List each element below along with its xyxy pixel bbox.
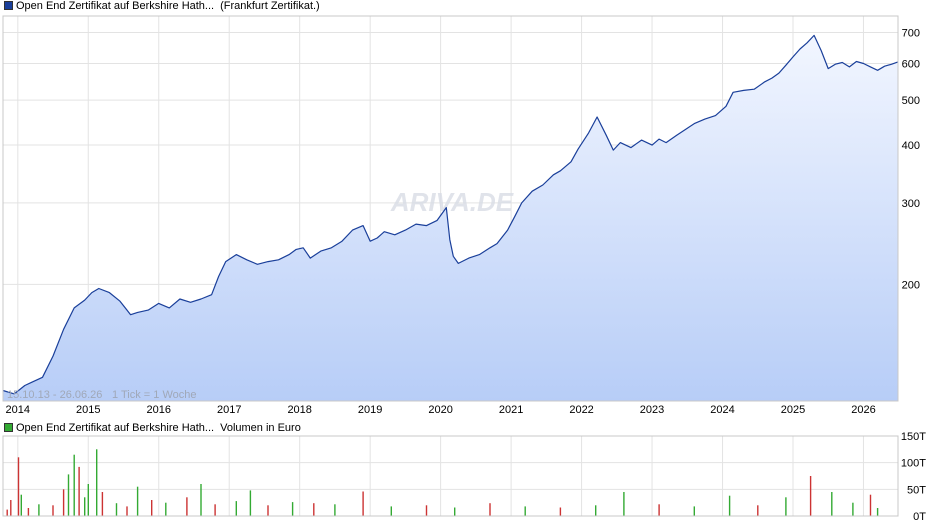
- volume-bar: [876, 508, 879, 516]
- volume-bar: [17, 457, 20, 516]
- x-tick-label: 2021: [499, 404, 523, 416]
- volume-bar: [291, 502, 294, 516]
- price-frame: [2, 15, 899, 402]
- volume-bar: [52, 505, 54, 516]
- volume-y-axis: 0T 50T 100T 150T: [901, 431, 926, 523]
- volume-bar: [84, 497, 86, 516]
- volume-bar: [96, 449, 98, 516]
- volume-bar: [693, 506, 695, 516]
- volume-bar: [78, 466, 80, 516]
- y-tick-label: 600: [902, 59, 920, 71]
- x-tick-label: 2023: [640, 404, 664, 416]
- volume-bar: [425, 505, 428, 516]
- volume-bar: [390, 506, 392, 516]
- volume-bar: [200, 484, 202, 516]
- x-tick-label: 2016: [147, 404, 171, 416]
- volume-bar: [27, 508, 30, 516]
- x-tick-label: 2022: [569, 404, 593, 416]
- volume-bar: [728, 495, 731, 516]
- price-area-fill: [3, 35, 898, 402]
- volume-bar: [101, 492, 104, 516]
- price-plot-border: [2, 15, 899, 402]
- volume-legend-name: Open End Zertifikat auf Berkshire Hath..…: [16, 422, 215, 434]
- y-tick-label: 500: [902, 95, 920, 107]
- y-tick-label: 300: [902, 198, 920, 210]
- x-tick-label: 2024: [710, 404, 734, 416]
- volume-bar: [67, 474, 70, 516]
- volume-bar: [151, 500, 153, 516]
- range-note: 15.10.13 - 26.06.26: [7, 389, 102, 401]
- price-x-axis: 2014 2015 2016 2017 2018 2019 2020 2021 2022 2023…: [6, 404, 876, 416]
- x-tick-label: 2026: [851, 404, 875, 416]
- volume-bar: [136, 486, 139, 516]
- tick-note: 1 Tick = 1 Woche: [112, 389, 196, 401]
- volume-bar: [249, 490, 252, 516]
- price-line: [2, 34, 899, 395]
- x-tick-label: 2018: [287, 404, 311, 416]
- price-legend: Open End Zertifikat auf Berkshire Hath..…: [4, 0, 326, 13]
- volume-bar: [126, 506, 128, 516]
- volume-bar: [757, 505, 759, 516]
- volume-bar: [595, 505, 597, 516]
- x-tick-label: 2014: [6, 404, 30, 416]
- volume-legend-unit: Volumen in Euro: [220, 422, 301, 434]
- volume-bar: [6, 509, 8, 516]
- y-tick-label: 400: [902, 140, 920, 152]
- price-area: [2, 34, 899, 402]
- volume-bar: [489, 503, 491, 516]
- volume-bar: [115, 503, 118, 516]
- volume-y-tick-label: 100T: [901, 458, 926, 470]
- x-tick-label: 2017: [217, 404, 241, 416]
- volume-bar: [267, 505, 269, 516]
- volume-y-tick-label: 150T: [901, 431, 926, 443]
- volume-bar: [559, 507, 562, 516]
- volume-bar: [313, 503, 315, 516]
- volume-bar: [87, 484, 89, 516]
- volume-bar: [165, 502, 167, 516]
- volume-bar: [62, 489, 65, 516]
- volume-bar: [454, 507, 456, 516]
- volume-bar: [831, 492, 833, 516]
- volume-bar: [852, 502, 854, 516]
- x-tick-label: 2025: [781, 404, 805, 416]
- x-tick-label: 2015: [76, 404, 100, 416]
- volume-bar: [623, 492, 625, 516]
- y-tick-label: 700: [902, 28, 920, 40]
- price-legend-exchange: (Frankfurt Zertifikat.): [220, 0, 320, 12]
- price-legend-name: Open End Zertifikat auf Berkshire Hath..…: [16, 0, 215, 12]
- volume-bar: [658, 504, 660, 516]
- volume-y-tick-label: 0T: [913, 511, 926, 523]
- volume-bar: [809, 476, 812, 516]
- volume-bar: [73, 454, 75, 516]
- volume-bar: [524, 506, 526, 516]
- price-legend-swatch: [4, 1, 13, 10]
- price-y-axis: 200 300 400 500 600 700: [902, 28, 920, 292]
- x-tick-label: 2019: [358, 404, 382, 416]
- volume-bar: [785, 497, 787, 516]
- volume-bar: [20, 494, 22, 516]
- volume-bar: [362, 491, 364, 516]
- volume-bar: [869, 494, 872, 516]
- volume-bar: [186, 497, 188, 516]
- y-tick-label: 200: [902, 279, 920, 291]
- volume-bars: [6, 449, 879, 516]
- x-tick-label: 2020: [428, 404, 452, 416]
- volume-plot-border: [2, 435, 899, 517]
- watermark: ARIVA.DE: [390, 187, 514, 217]
- volume-frame: [2, 435, 899, 517]
- volume-legend-swatch: [4, 423, 13, 432]
- volume-bar: [10, 500, 12, 516]
- volume-bar: [235, 501, 237, 516]
- volume-bar: [214, 504, 216, 516]
- volume-legend: Open End Zertifikat auf Berkshire Hath..…: [4, 422, 307, 435]
- volume-bar: [38, 504, 40, 516]
- volume-y-tick-label: 50T: [907, 484, 926, 496]
- volume-bar: [334, 504, 336, 516]
